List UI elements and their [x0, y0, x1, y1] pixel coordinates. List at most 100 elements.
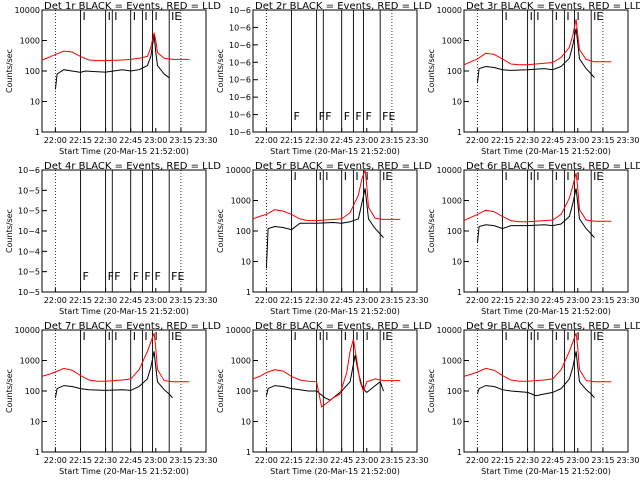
event-flag-label: I — [365, 330, 368, 343]
x-tick-label: 22:15 — [491, 296, 514, 305]
event-flag-label: I — [504, 10, 507, 23]
y-tick-label: 10−6 — [229, 128, 251, 137]
x-tick-label: 23:30 — [405, 296, 428, 305]
event-flag-label: I — [576, 170, 579, 183]
x-tick-label: 22:15 — [280, 296, 303, 305]
event-flag-label: I — [576, 330, 579, 343]
event-flag-label: I — [82, 10, 85, 23]
plot-frame — [463, 169, 629, 293]
x-tick-label: 23:30 — [194, 456, 217, 465]
x-tick-label: 22:30 — [305, 136, 328, 145]
y-tick-label: 100 — [25, 387, 40, 396]
event-flag-label: I — [566, 10, 569, 23]
x-axis-label: Start Time (20-Mar-15 21:52:00) — [270, 467, 400, 476]
event-flag-label: I — [555, 170, 558, 183]
y-tick-label: 10 — [241, 418, 251, 427]
lld-series-line — [463, 332, 612, 383]
y-tick-label: 10−5 — [18, 207, 40, 216]
x-tick-label: 22:15 — [69, 136, 92, 145]
y-tick-label: 10−6 — [229, 58, 251, 67]
event-flag-label: I — [133, 10, 136, 23]
y-tick-label: 1 — [246, 448, 251, 457]
x-tick-label: 23:15 — [380, 136, 403, 145]
x-tick-label: 22:45 — [119, 296, 142, 305]
y-tick-label: 10000 — [15, 326, 40, 335]
x-tick-label: 23:15 — [591, 296, 614, 305]
x-tick-label: 23:30 — [405, 136, 428, 145]
x-tick-label: 23:15 — [169, 136, 192, 145]
x-tick-label: 23:15 — [591, 136, 614, 145]
event-flag-label: I — [108, 10, 111, 23]
x-tick-label: 23:00 — [355, 296, 378, 305]
x-tick-label: 22:15 — [280, 136, 303, 145]
event-flag-label: I — [344, 330, 347, 343]
x-axis-label: Start Time (20-Mar-15 21:52:00) — [481, 147, 611, 156]
y-tick-label: 1 — [35, 448, 40, 457]
event-flag-label: I — [144, 10, 147, 23]
event-flag-label: F — [293, 110, 299, 123]
y-axis-label: Counts/sec — [216, 369, 225, 413]
y-tick-label: 10−6 — [229, 23, 251, 32]
event-flag-label: I — [566, 170, 569, 183]
y-axis-label: Counts/sec — [5, 369, 14, 413]
event-flag-label: I — [82, 330, 85, 343]
y-tick-label: 1 — [246, 288, 251, 297]
event-flag-label: IE — [171, 330, 181, 343]
x-tick-label: 23:00 — [355, 136, 378, 145]
y-tick-label: 10−6 — [229, 93, 251, 102]
event-flag-label: F — [319, 110, 325, 123]
x-tick-label: 22:15 — [491, 136, 514, 145]
panel-title: Det 4r BLACK = Events, RED = LLD — [44, 161, 221, 172]
lld-series-line — [252, 339, 401, 408]
y-tick-label: 1000 — [231, 197, 251, 206]
event-flag-label: I — [355, 330, 358, 343]
event-flag-label: I — [114, 330, 117, 343]
x-tick-label: 22:30 — [516, 456, 539, 465]
x-tick-label: 23:15 — [169, 296, 192, 305]
panel-title: Det 9r BLACK = Events, RED = LLD — [466, 321, 640, 332]
y-tick-label: 100 — [447, 227, 462, 236]
y-tick-label: 10−6 — [229, 111, 251, 120]
x-tick-label: 23:15 — [169, 456, 192, 465]
x-axis-label: Start Time (20-Mar-15 21:52:00) — [59, 147, 189, 156]
y-tick-label: 10 — [30, 418, 40, 427]
event-flag-label: FE — [382, 110, 395, 123]
x-tick-label: 22:15 — [280, 456, 303, 465]
x-tick-label: 22:45 — [330, 296, 353, 305]
event-flag-label: I — [566, 330, 569, 343]
event-flag-label: F — [365, 110, 371, 123]
y-tick-label: 100 — [447, 387, 462, 396]
event-flag-label: I — [344, 170, 347, 183]
plot-frame — [252, 9, 418, 133]
lld-series-line — [252, 169, 401, 222]
x-tick-label: 22:30 — [516, 136, 539, 145]
event-flag-label: IE — [593, 330, 603, 343]
events-series-line — [54, 351, 173, 399]
x-tick-label: 22:00 — [255, 296, 278, 305]
event-flag-label: F — [154, 270, 160, 283]
event-flag-label: IE — [593, 170, 603, 183]
event-flag-label: I — [325, 330, 328, 343]
y-tick-label: 10−4 — [18, 227, 40, 236]
x-tick-label: 23:15 — [380, 296, 403, 305]
x-tick-label: 23:00 — [566, 136, 589, 145]
event-flag-label: I — [154, 10, 157, 23]
x-tick-label: 22:45 — [119, 456, 142, 465]
x-tick-label: 22:00 — [255, 136, 278, 145]
x-tick-label: 22:45 — [541, 136, 564, 145]
y-axis-label: Counts/sec — [427, 209, 436, 253]
plot-frame — [463, 9, 629, 133]
event-flag-label: FE — [171, 270, 184, 283]
x-tick-label: 22:15 — [69, 296, 92, 305]
x-tick-label: 22:15 — [69, 456, 92, 465]
x-tick-label: 22:00 — [466, 456, 489, 465]
x-tick-label: 23:15 — [591, 456, 614, 465]
x-tick-label: 22:00 — [466, 136, 489, 145]
x-tick-label: 22:45 — [541, 296, 564, 305]
x-tick-label: 22:00 — [44, 456, 67, 465]
